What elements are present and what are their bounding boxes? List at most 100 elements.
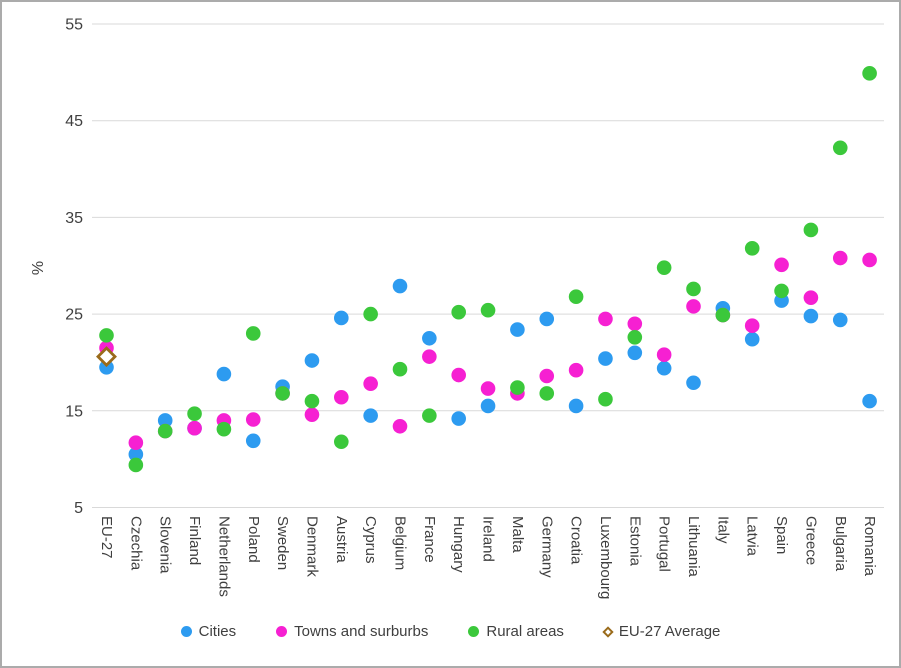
data-point-rural-areas-poland xyxy=(245,326,261,341)
x-axis-label-estonia: Estonia xyxy=(626,516,643,567)
data-point-cities-eu-27 xyxy=(99,359,114,375)
scatter-plot: 5 15 25 35 45 55 EU-27 Czechia Slovenia Finland Ne… xyxy=(65,17,884,599)
data-point-cities-bulgaria xyxy=(832,312,848,328)
data-point-towns-and-surburbs-cyprus xyxy=(363,376,378,392)
data-point-cities-croatia xyxy=(568,398,584,414)
data-point-cities-czechia xyxy=(128,447,144,462)
x-axis-label-luxembourg: Luxembourg xyxy=(597,516,614,599)
x-axis-label-sweden: Sweden xyxy=(274,516,291,570)
data-point-rural-areas-belgium xyxy=(392,361,408,377)
data-point-rural-areas-sweden xyxy=(275,386,290,401)
data-point-rural-areas-portugal xyxy=(656,260,672,275)
legend-item-towns: Towns and surburbs xyxy=(276,623,428,640)
y-tick-45: 45 xyxy=(65,113,83,130)
legend: Cities Towns and surburbs Rural areas EU… xyxy=(2,623,899,640)
x-axis-label-france: France xyxy=(421,516,438,563)
towns-marker-icon xyxy=(276,626,288,637)
data-point-towns-and-surburbs-hungary xyxy=(451,367,467,383)
data-point-cities-luxembourg xyxy=(598,351,613,366)
data-point-towns-and-surburbs-belgium xyxy=(392,418,408,434)
x-axis-label-romania: Romania xyxy=(861,516,878,577)
legend-item-rural: Rural areas xyxy=(468,623,564,640)
data-point-cities-germany xyxy=(539,311,555,327)
y-tick-55: 55 xyxy=(65,17,83,34)
cities-marker-icon xyxy=(180,626,192,637)
data-point-towns-and-surburbs-portugal xyxy=(656,347,672,363)
x-axis-label-austria: Austria xyxy=(333,516,350,563)
legend-label-towns: Towns and surburbs xyxy=(294,623,429,640)
x-axis-label-malta: Malta xyxy=(509,516,526,553)
x-axis-label-czechia: Czechia xyxy=(127,516,144,571)
data-point-cities-cyprus xyxy=(363,408,378,423)
x-axis-label-lithuania: Lithuania xyxy=(685,516,702,578)
data-point-rural-areas-netherlands xyxy=(216,421,232,437)
data-point-towns-and-surburbs-austria xyxy=(334,389,349,405)
data-point-cities-estonia xyxy=(627,345,643,361)
x-axis-label-latvia: Latvia xyxy=(744,516,761,557)
data-point-rural-areas-germany xyxy=(539,386,555,401)
data-point-rural-areas-luxembourg xyxy=(598,391,613,407)
data-point-rural-areas-cyprus xyxy=(363,306,378,322)
data-point-cities-ireland xyxy=(480,398,496,414)
data-point-towns-and-surburbs-germany xyxy=(539,368,555,384)
data-point-rural-areas-eu-27 xyxy=(99,328,114,343)
legend-label-eu27-average: EU-27 Average xyxy=(618,623,721,640)
data-point-cities-hungary xyxy=(451,411,467,426)
data-point-rural-areas-estonia xyxy=(627,330,643,345)
x-axis-label-portugal: Portugal xyxy=(656,516,673,572)
x-axis-label-slovenia: Slovenia xyxy=(157,516,174,574)
data-point-towns-and-surburbs-lithuania xyxy=(686,299,701,314)
data-point-towns-and-surburbs-croatia xyxy=(568,362,584,378)
data-point-towns-and-surburbs-greece xyxy=(803,290,819,305)
legend-label-cities: Cities xyxy=(198,623,237,640)
data-point-rural-areas-bulgaria xyxy=(832,140,848,156)
x-axis-label-bulgaria: Bulgaria xyxy=(832,516,849,572)
data-point-cities-austria xyxy=(334,310,349,326)
y-tick-5: 5 xyxy=(74,500,83,517)
x-axis-label-ireland: Ireland xyxy=(480,516,497,562)
data-point-rural-areas-latvia xyxy=(744,241,760,256)
x-axis-label-denmark: Denmark xyxy=(303,516,320,577)
data-point-rural-areas-malta xyxy=(510,380,525,395)
data-point-cities-greece xyxy=(803,308,819,324)
data-point-eu-27-average-eu-27 xyxy=(96,346,117,368)
data-point-cities-poland xyxy=(245,433,261,449)
data-point-cities-netherlands xyxy=(216,366,232,382)
x-axis-label-italy: Italy xyxy=(714,516,731,544)
x-axis-label-eu-27: EU-27 xyxy=(98,516,115,559)
data-point-cities-denmark xyxy=(304,353,320,368)
data-point-towns-and-surburbs-spain xyxy=(774,257,789,273)
x-axis-label-germany: Germany xyxy=(538,516,555,578)
data-point-rural-areas-spain xyxy=(774,283,789,299)
data-point-rural-areas-romania xyxy=(862,66,877,81)
x-axis-label-hungary: Hungary xyxy=(450,516,467,573)
data-point-towns-and-surburbs-romania xyxy=(862,252,877,268)
y-tick-25: 25 xyxy=(65,307,83,324)
data-point-towns-and-surburbs-czechia xyxy=(128,435,144,451)
data-point-cities-romania xyxy=(862,393,877,409)
data-point-rural-areas-slovenia xyxy=(157,423,173,439)
data-point-rural-areas-czechia xyxy=(128,457,144,473)
x-axis-label-poland: Poland xyxy=(245,516,262,563)
x-axis-label-belgium: Belgium xyxy=(392,516,409,570)
x-axis-label-cyprus: Cyprus xyxy=(362,516,379,564)
x-axis-label-spain: Spain xyxy=(773,516,790,554)
legend-item-eu27-average: EU-27 Average xyxy=(602,623,721,640)
data-point-towns-and-surburbs-ireland xyxy=(480,381,496,396)
x-axis-label-netherlands: Netherlands xyxy=(215,516,232,597)
data-point-cities-slovenia xyxy=(157,413,173,428)
x-axis-label-croatia: Croatia xyxy=(568,516,585,565)
data-point-rural-areas-france xyxy=(422,408,437,423)
data-point-towns-and-surburbs-estonia xyxy=(627,316,643,332)
data-point-cities-france xyxy=(422,330,437,346)
data-point-rural-areas-lithuania xyxy=(686,281,701,297)
data-point-rural-areas-greece xyxy=(803,222,819,238)
data-point-rural-areas-ireland xyxy=(480,302,496,318)
x-axis-label-finland: Finland xyxy=(186,516,203,565)
data-point-towns-and-surburbs-bulgaria xyxy=(832,250,848,266)
data-point-towns-and-surburbs-luxembourg xyxy=(598,311,613,327)
data-point-towns-and-surburbs-denmark xyxy=(304,407,320,422)
data-point-cities-malta xyxy=(510,322,525,337)
legend-item-cities: Cities xyxy=(180,623,237,640)
